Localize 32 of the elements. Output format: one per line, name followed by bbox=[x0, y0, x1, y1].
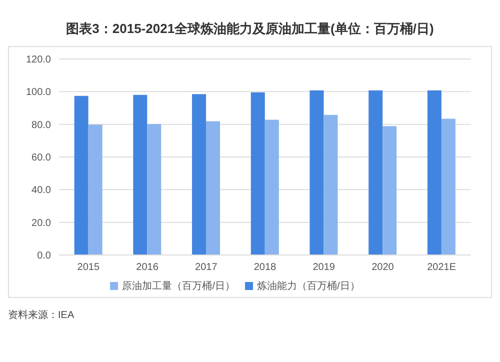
x-tick-label: 2019 bbox=[312, 262, 336, 274]
y-tick-label: 80.0 bbox=[32, 120, 52, 131]
y-tick-label: 0.0 bbox=[37, 250, 52, 262]
x-tick-label: 2018 bbox=[254, 262, 277, 274]
legend-label: 炼油能力（百万桶/日） bbox=[257, 281, 360, 292]
bar bbox=[310, 90, 324, 255]
bar bbox=[147, 124, 162, 255]
bar bbox=[74, 96, 88, 255]
bar bbox=[133, 94, 148, 255]
bar bbox=[324, 114, 338, 255]
bar bbox=[264, 120, 279, 255]
bar bbox=[368, 90, 383, 255]
bar bbox=[250, 92, 265, 255]
legend-label: 原油加工量（百万桶/日） bbox=[122, 281, 235, 292]
bar bbox=[192, 94, 206, 255]
y-tick-label: 40.0 bbox=[32, 185, 52, 196]
x-tick-label: 2020 bbox=[372, 262, 394, 274]
x-tick-label: 2021E bbox=[427, 262, 456, 274]
bar bbox=[88, 124, 102, 255]
y-tick-label: 120.0 bbox=[26, 54, 52, 66]
bar bbox=[206, 121, 220, 255]
x-tick-label: 2015 bbox=[77, 262, 100, 274]
x-tick-label: 2016 bbox=[136, 262, 159, 274]
bar bbox=[382, 126, 397, 255]
bar bbox=[427, 90, 442, 255]
text: 资料来源：IEA bbox=[8, 308, 76, 322]
chart-title: 图表3：2015-2021全球炼油能力及原油加工量(单位：百万桶/日) bbox=[65, 20, 435, 38]
y-tick-label: 60.0 bbox=[32, 152, 52, 164]
bar bbox=[441, 118, 456, 255]
x-tick-label: 2017 bbox=[195, 262, 218, 274]
y-tick-label: 20.0 bbox=[32, 218, 52, 229]
y-tick-label: 100.0 bbox=[26, 87, 52, 98]
